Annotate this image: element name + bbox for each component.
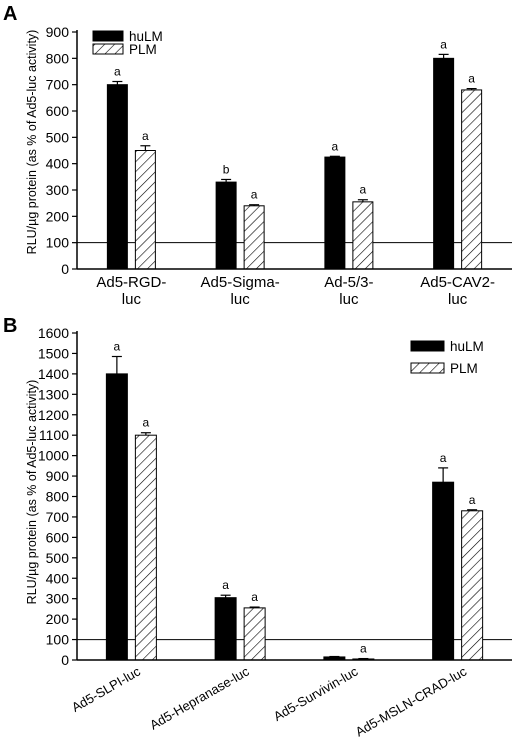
panel-a-y-tick-label: 600 (46, 103, 70, 119)
panel-a-x-tick-label: luc (448, 291, 468, 308)
panel-a-bar-plm (461, 89, 483, 270)
panel-a-y-tick-label: 100 (46, 235, 70, 251)
panel-a-significance-label: a (114, 65, 121, 79)
panel-b-y-tick-label: 500 (46, 550, 70, 566)
panel-b-legend-label-hulm: huLM (450, 339, 484, 354)
panel-a-significance-label: a (440, 37, 447, 51)
panel-a-significance-label: b (223, 162, 230, 176)
panel-b-y-tick-label: 400 (46, 570, 70, 586)
panel-b-x-tick-label: Ad5-Hepranase-luc (147, 663, 252, 732)
panel-b-significance-label: a (114, 340, 121, 354)
panel-b-y-tick-label: 900 (46, 468, 70, 484)
panel-b-y-tick-label: 1200 (38, 407, 69, 423)
panel-b-y-tick-label: 1600 (38, 325, 69, 341)
panel-a-y-tick-label: 900 (46, 24, 70, 40)
panel-b-bar-hulm (432, 481, 455, 661)
panel-b-significance-label: a (469, 493, 476, 507)
panel-a-x-tick-label: Ad5-CAV2- (420, 274, 495, 291)
panel-b-bar-hulm (105, 373, 128, 661)
panel-a-significance-label: a (360, 183, 367, 197)
panel-a-bar-plm (243, 205, 265, 270)
panel-b-significance-label: a (360, 642, 367, 656)
panel-b-y-tick-label: 600 (46, 529, 70, 545)
panel-b-y-tick-label: 1500 (38, 345, 69, 361)
panel-b-bar-plm (134, 434, 157, 661)
panel-b-bar-hulm (214, 597, 237, 661)
panel-a-y-tick-label: 300 (46, 182, 70, 198)
panel-a-bar-hulm (324, 156, 346, 270)
panel-a-y-tick-label: 400 (46, 156, 70, 172)
panel-a-significance-label: a (468, 72, 475, 86)
panel-b-x-tick-label: Ad5-Survivin-luc (271, 663, 361, 724)
panel-b-y-tick-label: 0 (61, 652, 69, 668)
panel-a-legend-swatch-plm (92, 43, 124, 55)
panel-b-y-tick-label: 1100 (39, 427, 69, 443)
panel-a: A RLU/µg protein (as % of Ad5-luc activi… (3, 3, 512, 308)
panel-a-significance-label: a (142, 129, 149, 143)
panel-a-x-tick-label: Ad5-RGD- (96, 274, 166, 291)
panel-a-y-tick-label: 500 (46, 129, 70, 145)
panel-a-y-tick-label: 800 (46, 50, 70, 66)
panel-b-y-tick-label: 1000 (38, 448, 69, 464)
panel-b-legend-swatch-plm (410, 362, 445, 374)
panel-b-y-tick-label: 1400 (38, 366, 69, 382)
panel-b-legend-swatch-hulm (410, 340, 445, 352)
panel-a-x-tick-label: Ad-5/3- (324, 274, 373, 291)
panel-a-y-tick-label: 0 (61, 261, 69, 277)
panel-b-x-tick-label: Ad5-MSLN-CRAD-luc (353, 663, 470, 739)
panel-a-y-tick-label: 200 (46, 208, 70, 224)
panel-b-significance-label: a (440, 451, 447, 465)
panel-a-significance-label: a (251, 188, 258, 202)
panel-b-significance-label: a (222, 578, 229, 592)
panel-b-y-tick-label: 1300 (38, 386, 69, 402)
panel-b-bar-plm (243, 607, 266, 661)
panel-a-x-tick-label: luc (122, 291, 142, 308)
panel-b-x-tick-label: Ad5-SLPI-luc (69, 663, 143, 715)
panel-a-bar-plm (352, 201, 374, 270)
panel-a-legend-label-plm: PLM (129, 42, 157, 57)
panel-a-legend-label-hulm: huLM (129, 29, 163, 44)
panel-b: B RLU/µg protein (as % of Ad5-luc activi… (3, 315, 512, 739)
panel-a-significance-label: a (332, 139, 339, 153)
panel-b-legend-label-plm: PLM (450, 361, 478, 376)
panel-a-legend-swatch-hulm (92, 30, 124, 42)
panel-a-x-tick-label: Ad5-Sigma- (201, 274, 280, 291)
panel-b-y-tick-label: 700 (46, 509, 70, 525)
panel-b-significance-label: a (251, 590, 258, 604)
panel-b-y-tick-label: 200 (46, 611, 70, 627)
panel-b-y-tick-label: 100 (46, 632, 70, 648)
panel-a-letter: A (3, 3, 17, 25)
panel-b-significance-label: a (143, 416, 150, 430)
panel-b-y-tick-label: 800 (46, 489, 70, 505)
panel-b-y-axis-label: RLU/µg protein (as % of Ad5-luc activity… (25, 380, 39, 605)
panel-a-x-tick-label: luc (231, 291, 251, 308)
panel-a-y-tick-label: 700 (46, 77, 70, 93)
panel-a-bar-hulm (106, 84, 128, 270)
panel-a-y-axis-label: RLU/µg protein (as % of Ad5-luc activity… (25, 30, 39, 255)
panel-a-x-tick-label: luc (339, 291, 359, 308)
panel-b-y-tick-label: 300 (46, 591, 70, 607)
panel-a-bar-hulm (215, 181, 237, 270)
panel-a-bar-hulm (433, 57, 455, 270)
panel-b-letter: B (3, 315, 17, 337)
panel-a-bar-plm (134, 150, 156, 270)
panel-b-bar-plm (461, 510, 484, 661)
